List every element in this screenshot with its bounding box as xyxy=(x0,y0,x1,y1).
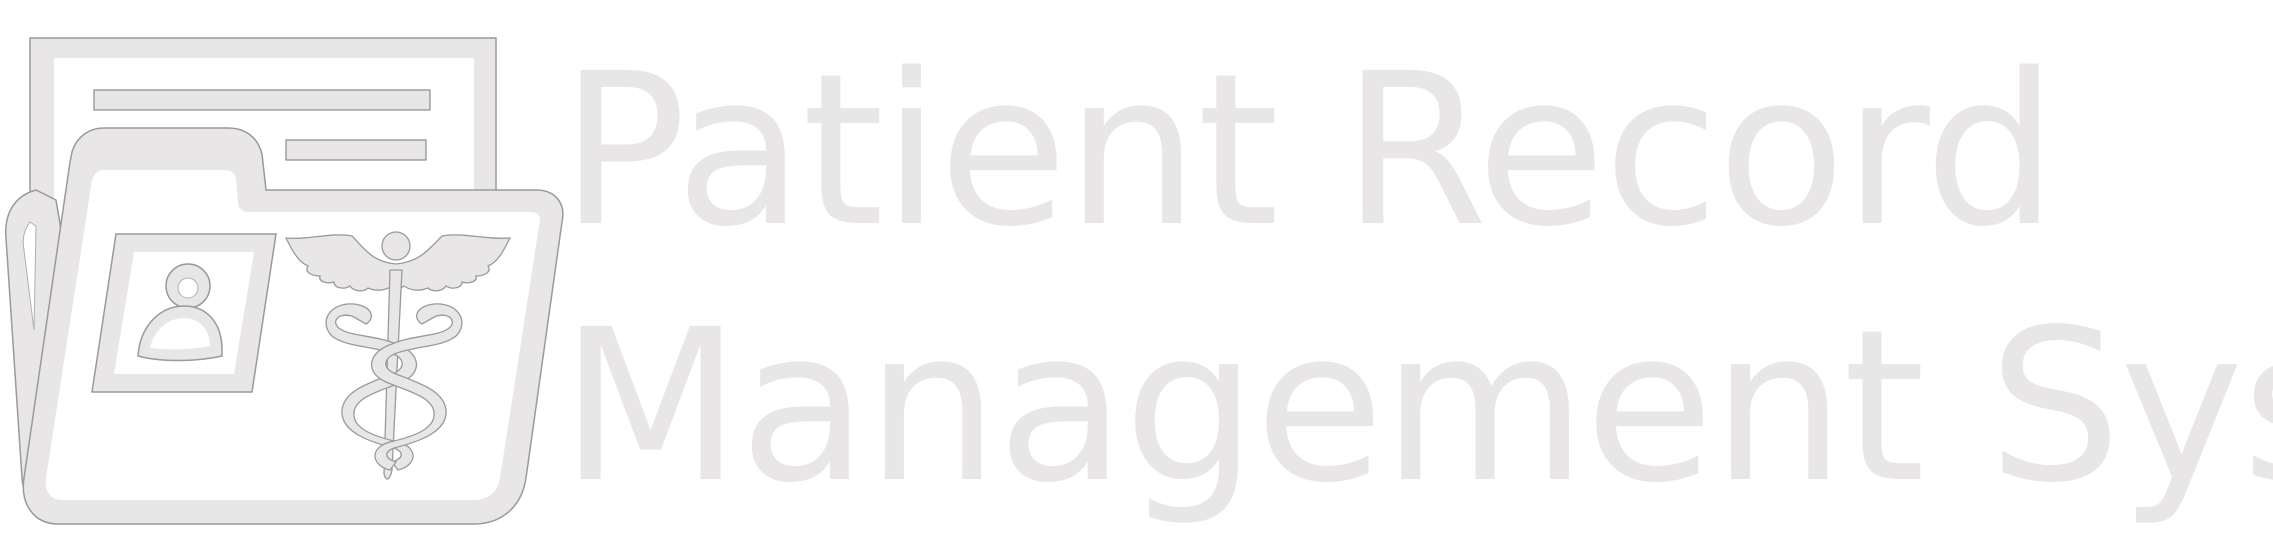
caduceus-icon xyxy=(284,231,512,480)
patient-folder-caduceus-icon xyxy=(5,37,564,525)
title-line-patient-record: Patient Record xyxy=(560,28,2058,273)
patient-id-card-icon xyxy=(91,233,277,393)
title-line-management-system: Management System xyxy=(560,284,2273,529)
